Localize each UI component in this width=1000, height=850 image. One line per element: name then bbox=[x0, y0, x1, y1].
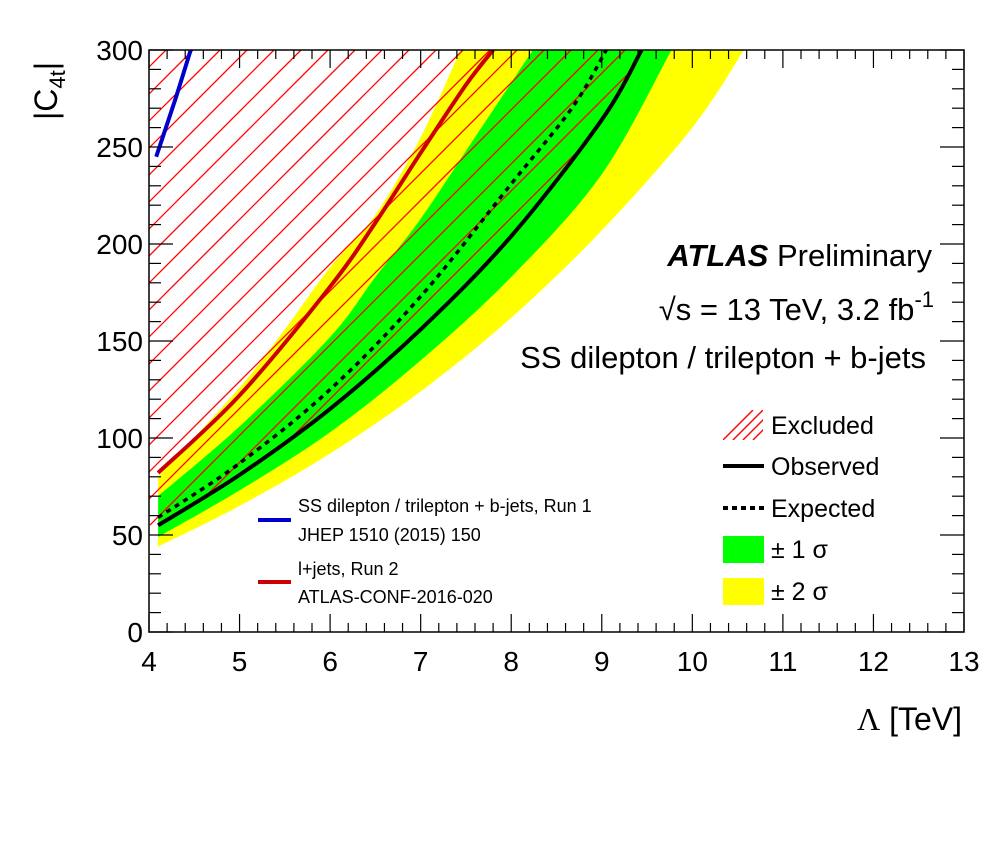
comparison-legend: SS dilepton / trilepton + b-jets, Run 1 … bbox=[258, 496, 592, 607]
legend-observed-label: Observed bbox=[771, 453, 879, 481]
energy-lumi-label: √s = 13 TeV, 3.2 fb-1 bbox=[659, 287, 934, 327]
analysis-label: SS dilepton / trilepton + b-jets bbox=[520, 340, 926, 375]
legend-run2-line1: l+jets, Run 2 bbox=[298, 559, 399, 579]
x-axis-title: Λ [TeV] bbox=[857, 701, 962, 737]
hatch-line bbox=[149, 50, 410, 526]
x-tick-label: 5 bbox=[232, 646, 248, 677]
hatch-line bbox=[961, 50, 1000, 632]
hatch-line bbox=[0, 50, 85, 632]
legend-1sigma-swatch bbox=[723, 536, 764, 563]
legend-run1-line1: SS dilepton / trilepton + b-jets, Run 1 bbox=[298, 496, 592, 516]
y-tick-label: 300 bbox=[96, 35, 143, 66]
x-tick-label: 8 bbox=[503, 646, 519, 677]
x-tick-labels: 4 5 6 7 8 9 10 11 12 13 bbox=[141, 646, 979, 677]
hatch-line bbox=[149, 50, 302, 526]
y-tick-label: 200 bbox=[96, 229, 143, 260]
hatch-line bbox=[0, 50, 58, 632]
legend: Excluded Observed Expected ± 1 σ ± 2 σ bbox=[723, 410, 879, 606]
y-tick-label: 150 bbox=[96, 326, 143, 357]
hatch-line bbox=[149, 50, 642, 526]
band-1sigma bbox=[158, 50, 672, 537]
x-tick-label: 13 bbox=[948, 646, 979, 677]
legend-excluded-label: Excluded bbox=[771, 412, 874, 440]
x-tick-label: 10 bbox=[677, 646, 708, 677]
legend-1sigma-label: ± 1 σ bbox=[771, 536, 829, 564]
legend-expected-label: Expected bbox=[771, 495, 875, 523]
atlas-label: ATLAS Preliminary bbox=[666, 238, 932, 273]
legend-excluded-swatch bbox=[723, 410, 763, 440]
y-tick-labels: 0 50 100 150 200 250 300 bbox=[96, 35, 143, 648]
hatch-line bbox=[149, 50, 275, 526]
legend-2sigma-label: ± 2 σ bbox=[771, 578, 829, 606]
hatch-line bbox=[0, 50, 112, 632]
x-tick-label: 7 bbox=[413, 646, 429, 677]
hatch-line bbox=[0, 50, 31, 632]
x-tick-label: 12 bbox=[858, 646, 889, 677]
hatch-line bbox=[149, 50, 383, 526]
x-tick-label: 11 bbox=[768, 646, 797, 677]
expected-limit-line bbox=[157, 50, 608, 519]
x-tick-label: 6 bbox=[322, 646, 338, 677]
hatch-line bbox=[149, 50, 329, 526]
hatch-line bbox=[149, 50, 437, 526]
y-tick-label: 100 bbox=[96, 423, 143, 454]
x-tick-label: 9 bbox=[594, 646, 610, 677]
x-tick-label: 4 bbox=[141, 646, 157, 677]
run2-ljets-limit-line bbox=[156, 50, 495, 475]
y-tick-label: 250 bbox=[96, 132, 143, 163]
legend-run2-line2: ATLAS-CONF-2016-020 bbox=[298, 587, 493, 607]
run1-limit-line bbox=[154, 50, 193, 158]
hatch-line bbox=[149, 50, 599, 526]
y-tick-label: 0 bbox=[127, 617, 143, 648]
hatch-line bbox=[149, 50, 545, 526]
hatch-line bbox=[149, 50, 356, 526]
observed-limit-line bbox=[157, 50, 644, 527]
hatch-line bbox=[149, 50, 518, 526]
hatch-line bbox=[149, 50, 572, 526]
hatch-line bbox=[988, 50, 1000, 632]
y-tick-label: 50 bbox=[112, 520, 143, 551]
hatch-line bbox=[149, 50, 626, 526]
legend-run1-line2: JHEP 1510 (2015) 150 bbox=[298, 525, 481, 545]
svg-text:|C4t|: |C4t| bbox=[28, 62, 70, 120]
y-axis-title: |C4t| bbox=[28, 62, 70, 120]
hatch-line bbox=[149, 50, 491, 526]
axis-ticks bbox=[148, 49, 965, 633]
legend-2sigma-swatch bbox=[723, 578, 764, 605]
